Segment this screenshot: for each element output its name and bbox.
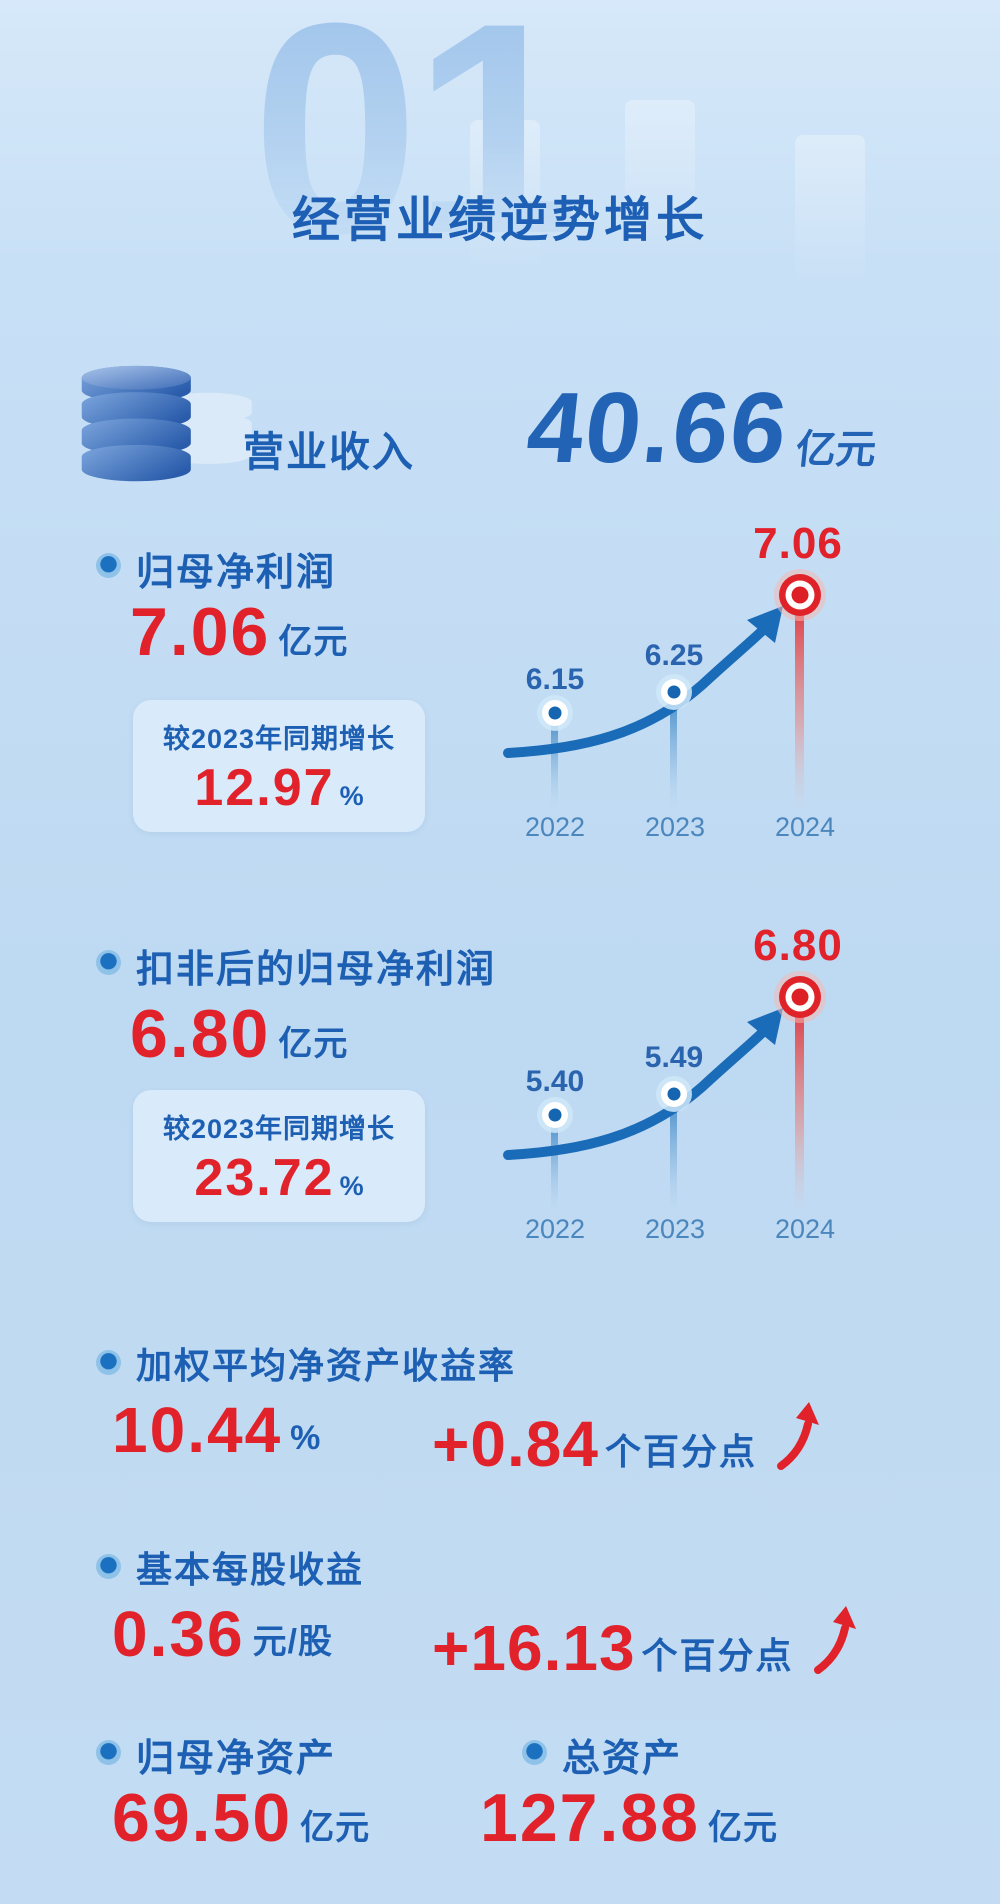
eps-change-value: +16.13 xyxy=(432,1612,636,1684)
net-assets-label: 归母净资产 xyxy=(136,1738,337,1780)
net-profit-unit: 亿元 xyxy=(278,623,349,661)
point-label-2024: 6.80 xyxy=(753,921,843,970)
data-point-marker-2023 xyxy=(656,1076,692,1112)
stem-2023 xyxy=(670,692,677,808)
point-label-2023: 5.49 xyxy=(644,1041,704,1074)
data-point-marker-2022 xyxy=(537,1097,573,1133)
point-label-2022: 5.40 xyxy=(525,1065,585,1098)
net-profit-chart: 6.15 6.25 7.06 2022 2023 2024 xyxy=(430,515,950,845)
light-stripe-decoration xyxy=(470,120,540,270)
revenue-unit: 亿元 xyxy=(793,428,879,472)
net-profit-deducted-amount: 6.80 xyxy=(130,996,271,1072)
net-profit-deducted-unit: 亿元 xyxy=(278,1025,349,1063)
growth-caption: 较2023年同期增长 xyxy=(162,724,396,754)
axis-label-2022: 2022 xyxy=(524,1214,586,1244)
bullet-icon xyxy=(96,1740,121,1765)
net-profit-deducted-value: 6.80 亿元 xyxy=(130,1000,348,1068)
net-profit-chart-canvas xyxy=(503,569,826,809)
eps-unit: 元/股 xyxy=(252,1623,334,1661)
revenue-amount: 40.66 xyxy=(522,372,795,484)
roe-change-unit: 个百分点 xyxy=(604,1431,757,1472)
growth-unit: % xyxy=(339,1171,364,1201)
net-profit-deducted-chart: 5.40 5.49 6.80 2022 2023 2024 xyxy=(430,917,950,1247)
roe-label: 加权平均净资产收益率 xyxy=(136,1345,517,1386)
net-profit-deducted-growth-box: 较2023年同期增长 23.72 % xyxy=(133,1090,425,1222)
point-label-2022: 6.15 xyxy=(525,663,585,696)
roe-unit: % xyxy=(290,1419,322,1457)
growth-value: 23.72 xyxy=(194,1149,335,1207)
total-assets-unit: 亿元 xyxy=(707,1809,778,1847)
stem-2023 xyxy=(670,1094,677,1210)
eps-value: 0.36 元/股 xyxy=(112,1602,333,1666)
stem-2022 xyxy=(551,713,558,808)
point-label-2024: 7.06 xyxy=(753,519,843,568)
total-assets-value: 127.88 亿元 xyxy=(480,1784,778,1852)
eps-change: +16.13 个百分点 xyxy=(432,1602,860,1680)
light-stripe-decoration xyxy=(625,100,695,250)
up-arrow-icon xyxy=(776,1402,819,1470)
net-profit-value: 7.06 亿元 xyxy=(130,598,348,666)
roe-amount: 10.44 xyxy=(112,1394,283,1466)
bullet-icon xyxy=(522,1740,547,1765)
growth-caption: 较2023年同期增长 xyxy=(162,1114,396,1144)
data-point-marker-2024-highlight xyxy=(774,569,826,621)
axis-label-2024: 2024 xyxy=(774,1214,836,1244)
arrowhead-icon xyxy=(747,606,783,643)
bullet-icon xyxy=(96,1554,121,1579)
net-profit-label: 归母净利润 xyxy=(136,552,337,594)
revenue-value: 40.66 亿元 xyxy=(522,372,884,484)
roe-change-value: +0.84 xyxy=(432,1408,599,1480)
total-assets-amount: 127.88 xyxy=(480,1780,700,1856)
roe-value: 10.44 % xyxy=(112,1398,321,1462)
net-profit-deducted-chart-canvas xyxy=(503,971,826,1211)
net-assets-value: 69.50 亿元 xyxy=(112,1784,370,1852)
growth-value-row: 23.72 % xyxy=(133,1152,425,1204)
arrowhead-icon xyxy=(747,1008,783,1045)
axis-label-2023: 2023 xyxy=(644,1214,706,1244)
growth-unit: % xyxy=(339,781,364,811)
net-profit-amount: 7.06 xyxy=(130,594,271,670)
net-assets-unit: 亿元 xyxy=(300,1809,371,1847)
net-profit-growth-box: 较2023年同期增长 12.97 % xyxy=(133,700,425,832)
data-point-marker-2024-highlight xyxy=(774,971,826,1023)
up-arrow-icon xyxy=(813,1606,856,1674)
page-title: 经营业绩逆势增长 xyxy=(291,194,708,247)
net-assets-amount: 69.50 xyxy=(112,1780,293,1856)
stem-2024 xyxy=(795,997,804,1211)
point-label-2023: 6.25 xyxy=(644,639,704,672)
eps-amount: 0.36 xyxy=(112,1598,245,1670)
data-point-marker-2023 xyxy=(656,674,692,710)
revenue-label: 营业收入 xyxy=(243,429,415,475)
growth-value-row: 12.97 % xyxy=(133,762,425,814)
bullet-icon xyxy=(96,553,121,578)
eps-change-unit: 个百分点 xyxy=(641,1635,794,1676)
data-point-marker-2022 xyxy=(537,695,573,731)
bullet-icon xyxy=(96,950,121,975)
axis-label-2022: 2022 xyxy=(524,812,586,842)
stem-2024 xyxy=(795,595,804,809)
total-assets-label: 总资产 xyxy=(562,1738,683,1780)
database-icon xyxy=(81,365,252,482)
growth-value: 12.97 xyxy=(194,759,335,817)
eps-label: 基本每股收益 xyxy=(136,1549,365,1590)
light-stripe-decoration xyxy=(795,135,865,285)
net-profit-deducted-label: 扣非后的归母净利润 xyxy=(136,949,497,991)
axis-label-2024: 2024 xyxy=(774,812,836,842)
bullet-icon xyxy=(96,1350,121,1375)
section-number-watermark: 01 xyxy=(252,0,580,308)
stem-2022 xyxy=(551,1115,558,1210)
axis-label-2023: 2023 xyxy=(644,812,706,842)
roe-change: +0.84 个百分点 xyxy=(432,1398,823,1476)
